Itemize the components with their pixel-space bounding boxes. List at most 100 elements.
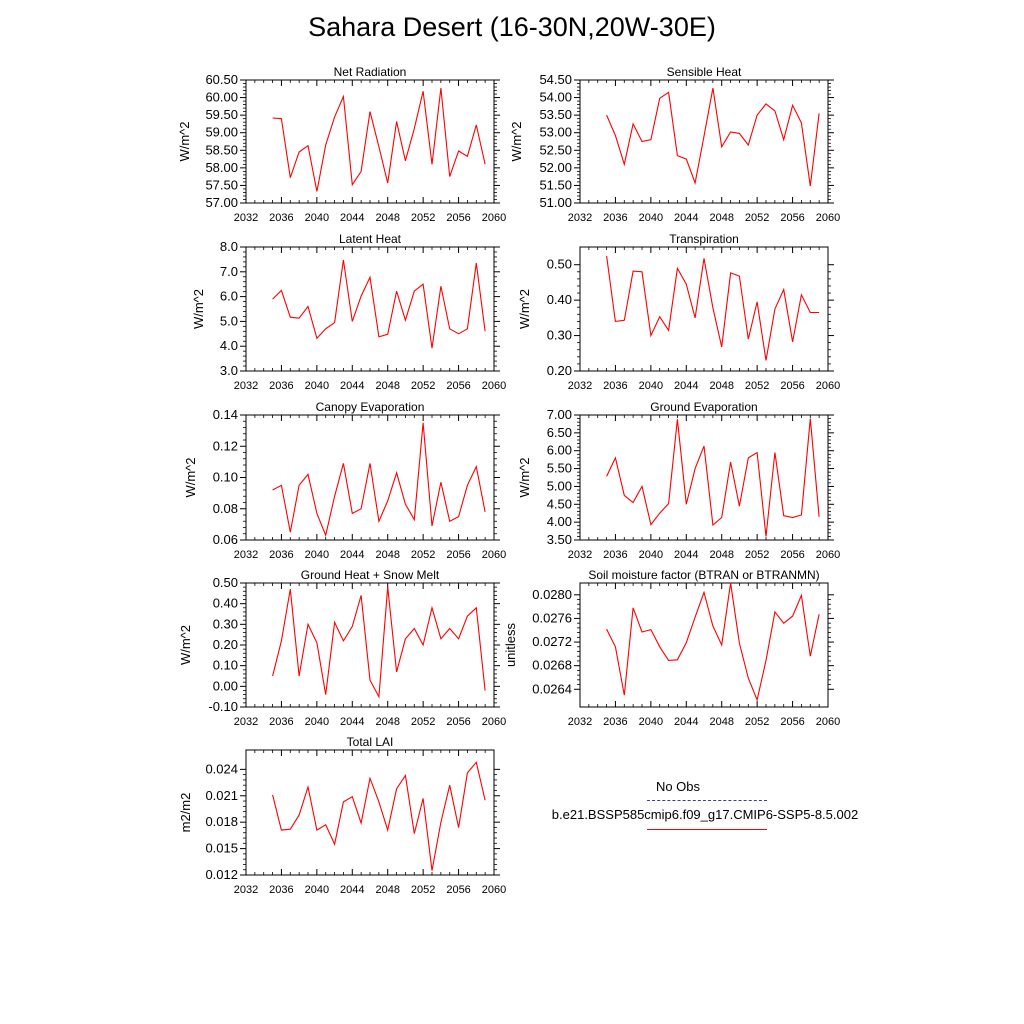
x-tick-label: 2044 (340, 380, 364, 392)
y-tick-label: -0.10 (208, 699, 238, 714)
plot-frame (245, 749, 495, 876)
chart-title: Total LAI (347, 735, 394, 749)
y-axis-label: W/m^2 (178, 625, 193, 665)
plot-frame (245, 79, 495, 204)
y-tick-label: 0.40 (547, 292, 572, 307)
x-tick-label: 2056 (780, 549, 804, 561)
x-tick-label: 2056 (780, 716, 804, 728)
series-line (606, 255, 820, 361)
x-tick-label: 2032 (568, 549, 592, 561)
series-line (272, 88, 486, 192)
x-tick-label: 2048 (375, 549, 399, 561)
y-tick-label: 7.00 (547, 407, 572, 422)
x-tick-label: 2060 (816, 212, 840, 224)
plot-frame (579, 582, 829, 708)
chart-panel-2: 2032 2036 2040 2044 2048 2052 2056 2060 51.00 51.… (509, 65, 840, 224)
y-tick-label: 7.0 (220, 264, 238, 279)
x-tick-label: 2060 (482, 716, 506, 728)
y-tick-label: 0.021 (205, 788, 238, 803)
x-tick-label: 2036 (269, 549, 293, 561)
chart-panel-1: 2032 2036 2040 2044 2048 2052 2056 2060 57.00 57.… (177, 65, 506, 224)
y-tick-label: 51.00 (539, 195, 572, 210)
y-tick-label: 59.50 (205, 107, 238, 122)
x-tick-label: 2056 (446, 212, 470, 224)
x-tick-label: 2040 (639, 549, 663, 561)
x-tick-label: 2052 (411, 212, 435, 224)
x-tick-label: 2052 (745, 212, 769, 224)
y-tick-label: 0.0280 (532, 587, 572, 602)
x-tick-label: 2032 (568, 212, 592, 224)
x-tick-label: 2052 (411, 549, 435, 561)
y-axis-label: W/m^2 (517, 457, 532, 497)
x-tick-label: 2048 (709, 716, 733, 728)
x-tick-label: 2044 (340, 716, 364, 728)
x-tick-label: 2036 (603, 716, 627, 728)
x-tick-label: 2056 (446, 380, 470, 392)
legend-obs-label: No Obs (655, 779, 701, 794)
x-tick-label: 2048 (375, 884, 399, 896)
y-tick-label: 58.00 (205, 160, 238, 175)
x-tick-label: 2056 (780, 212, 804, 224)
y-tick-label: 0.30 (213, 616, 238, 631)
y-tick-label: 0.0272 (532, 634, 572, 649)
x-tick-label: 2040 (305, 884, 329, 896)
y-tick-label: 0.00 (213, 678, 238, 693)
plot-frame (579, 246, 829, 372)
series-line (606, 418, 820, 537)
y-tick-label: 0.12 (213, 438, 238, 453)
y-tick-label: 0.10 (213, 470, 238, 485)
chart-title: Ground Evaporation (650, 400, 757, 414)
y-tick-label: 4.00 (547, 514, 572, 529)
plot-frame (245, 582, 495, 708)
x-tick-label: 2060 (482, 380, 506, 392)
x-tick-label: 2036 (603, 380, 627, 392)
y-tick-label: 6.50 (547, 425, 572, 440)
y-tick-label: 52.50 (539, 142, 572, 157)
y-tick-label: 60.50 (205, 72, 238, 87)
x-tick-label: 2060 (482, 884, 506, 896)
x-tick-label: 2060 (816, 380, 840, 392)
chart-panel-8: 2032 2036 2040 2044 2048 2052 2056 2060 0.0264 0.… (503, 568, 840, 728)
x-tick-label: 2040 (639, 380, 663, 392)
chart-panel-5: 2032 2036 2040 2044 2048 2052 2056 2060 0.06 0.08… (183, 400, 506, 561)
x-tick-label: 2052 (411, 380, 435, 392)
y-tick-label: 0.50 (213, 575, 238, 590)
chart-panel-7: 2032 2036 2040 2044 2048 2052 2056 2060 -0.10 0.0… (178, 568, 506, 728)
x-tick-label: 2044 (674, 212, 698, 224)
y-axis-label: W/m^2 (183, 457, 198, 497)
x-tick-label: 2044 (674, 380, 698, 392)
x-tick-label: 2060 (816, 716, 840, 728)
legend-model-swatch (647, 829, 767, 830)
plot-frame (579, 414, 829, 541)
x-tick-label: 2052 (745, 380, 769, 392)
series-line (606, 87, 820, 187)
y-tick-label: 0.20 (213, 637, 238, 652)
series-line (272, 587, 486, 699)
chart-title: Soil moisture factor (BTRAN or BTRANMN) (588, 568, 819, 582)
y-tick-label: 0.14 (213, 407, 238, 422)
x-tick-label: 2056 (446, 716, 470, 728)
x-tick-label: 2032 (234, 212, 258, 224)
y-tick-label: 5.50 (547, 461, 572, 476)
x-tick-label: 2032 (568, 716, 592, 728)
y-tick-label: 58.50 (205, 142, 238, 157)
x-tick-label: 2036 (269, 884, 293, 896)
x-tick-label: 2040 (305, 212, 329, 224)
x-tick-label: 2044 (340, 549, 364, 561)
x-tick-label: 2048 (375, 212, 399, 224)
y-tick-label: 60.00 (205, 90, 238, 105)
x-tick-label: 2060 (816, 549, 840, 561)
plot-frame (245, 246, 495, 372)
y-tick-label: 4.0 (220, 338, 238, 353)
y-tick-label: 0.30 (547, 328, 572, 343)
x-tick-label: 2052 (745, 549, 769, 561)
x-tick-label: 2040 (639, 716, 663, 728)
y-tick-label: 53.00 (539, 125, 572, 140)
x-tick-label: 2052 (745, 716, 769, 728)
chart-title: Ground Heat + Snow Melt (301, 568, 440, 582)
y-axis-label: W/m^2 (177, 121, 192, 161)
series-line (272, 761, 486, 871)
x-tick-label: 2060 (482, 212, 506, 224)
legend-model-label: b.e21.BSSP585cmip6.f09_g17.CMIP6-SSP5-8.… (551, 807, 859, 822)
